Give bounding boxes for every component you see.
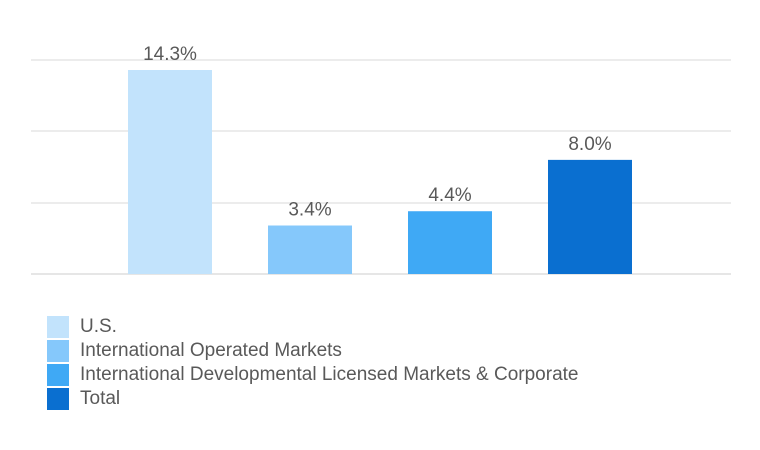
- data-labels: 14.3% 3.4% 4.4% 8.0%: [143, 44, 612, 220]
- legend-label-international-operated-markets: International Operated Markets: [80, 340, 342, 361]
- legend-item-total: Total: [47, 387, 579, 411]
- bar-international-operated-markets: [268, 225, 352, 274]
- bar-chart: 14.3% 3.4% 4.4% 8.0%: [31, 44, 731, 275]
- data-label-international-operated-markets: 3.4%: [288, 199, 331, 220]
- data-label-us: 14.3%: [143, 44, 197, 65]
- data-label-total: 8.0%: [568, 134, 611, 155]
- legend-label-international-developmental-licensed: International Developmental Licensed Mar…: [80, 364, 579, 385]
- legend-swatch-international-developmental-licensed: [47, 364, 69, 386]
- legend-item-international-developmental-licensed: International Developmental Licensed Mar…: [47, 363, 579, 387]
- legend-swatch-total: [47, 388, 69, 410]
- bars: [128, 70, 632, 274]
- bar-total: [548, 159, 632, 274]
- bar-us: [128, 70, 212, 274]
- legend-label-us: U.S.: [80, 316, 117, 337]
- legend-swatch-international-operated-markets: [47, 340, 69, 362]
- legend-label-total: Total: [80, 388, 121, 409]
- legend-item-international-operated-markets: International Operated Markets: [47, 339, 579, 363]
- data-label-international-developmental-licensed: 4.4%: [428, 185, 471, 206]
- legend-item-us: U.S.: [47, 315, 579, 339]
- legend: U.S. International Operated Markets Inte…: [47, 315, 579, 411]
- bar-international-developmental-licensed: [408, 211, 492, 274]
- legend-swatch-us: [47, 316, 69, 338]
